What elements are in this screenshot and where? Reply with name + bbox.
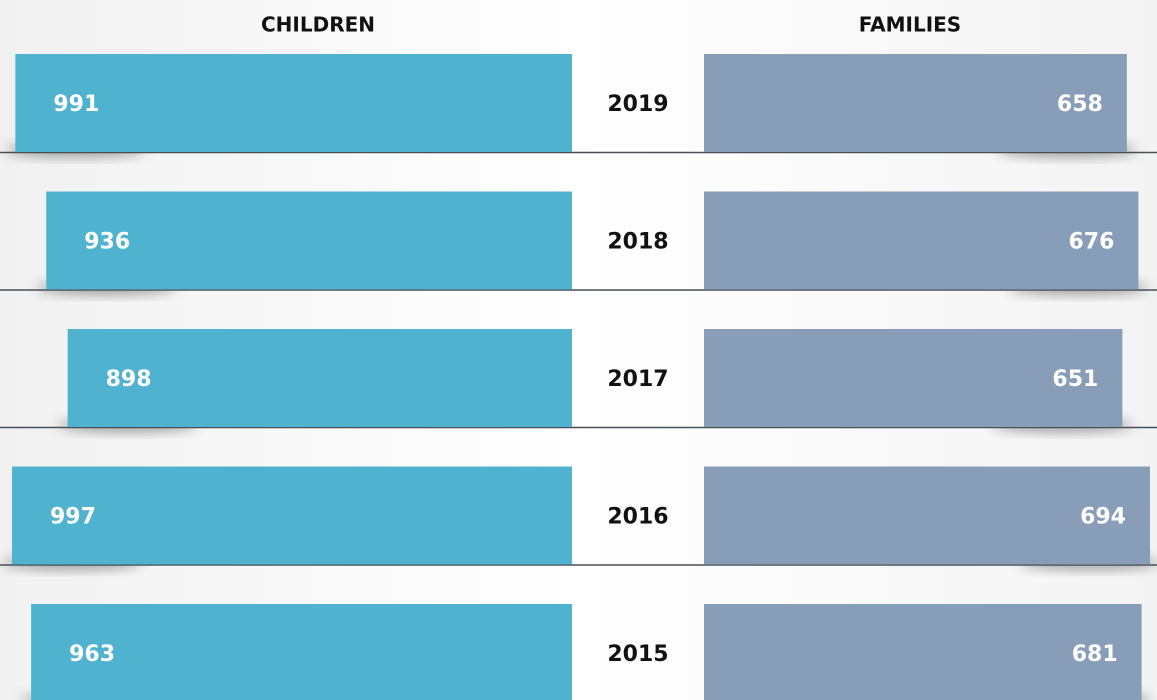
value-label: 963	[69, 642, 115, 667]
value-label: 676	[1068, 230, 1114, 255]
category-label: 2015	[607, 642, 668, 667]
category-label: 2016	[607, 505, 668, 530]
bar	[704, 466, 1150, 565]
chart-title: FAMILIES	[859, 13, 961, 37]
bar	[12, 466, 572, 565]
bar	[46, 191, 572, 290]
value-label: 658	[1057, 92, 1103, 117]
bar	[31, 604, 573, 700]
bar	[67, 329, 573, 427]
bar	[704, 54, 1127, 152]
value-label: 991	[53, 92, 99, 117]
bar	[704, 191, 1139, 290]
value-label: 898	[106, 367, 152, 392]
category-label: 2018	[607, 230, 668, 255]
value-label: 681	[1072, 642, 1118, 667]
bar	[15, 54, 572, 152]
value-label: 936	[84, 230, 130, 255]
category-label: 2017	[607, 367, 668, 392]
value-label: 694	[1080, 505, 1126, 530]
chart-title: CHILDREN	[261, 13, 375, 37]
bar	[704, 604, 1142, 700]
value-label: 997	[50, 505, 96, 530]
value-label: 651	[1052, 367, 1098, 392]
category-label: 2019	[607, 92, 668, 117]
bar	[704, 329, 1123, 427]
